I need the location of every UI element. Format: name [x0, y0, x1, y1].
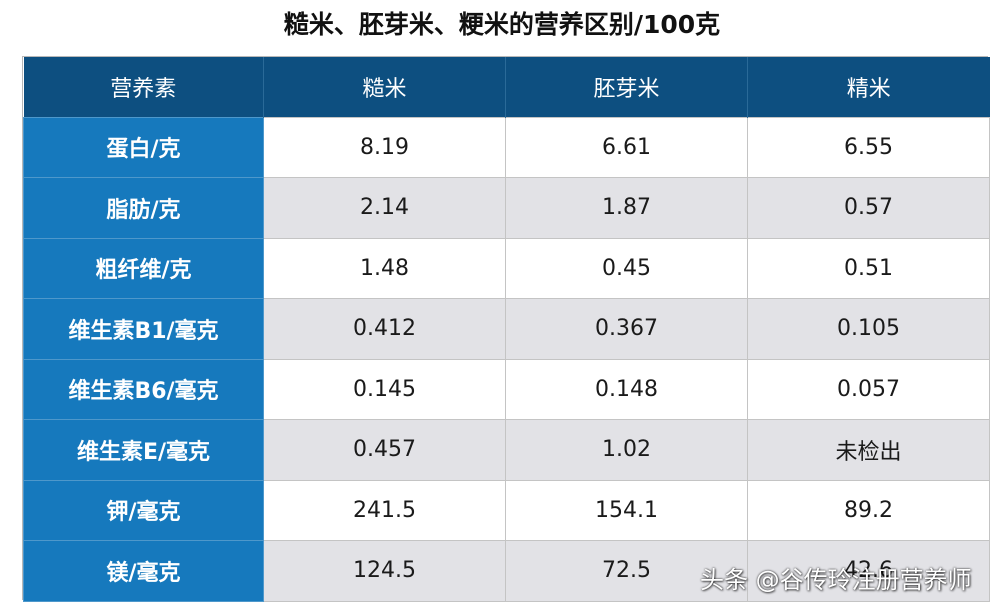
value-cell-germ-rice: 1.87 — [505, 177, 748, 239]
row-label-cell: 蛋白/克 — [23, 116, 264, 178]
value-cell-polished-rice: 6.55 — [747, 116, 990, 178]
value-cell-brown-rice: 1.48 — [263, 237, 506, 299]
value-cell-brown-rice: 0.457 — [263, 419, 506, 481]
value-cell-germ-rice: 0.45 — [505, 237, 748, 299]
value-cell-polished-rice: 0.057 — [747, 358, 990, 420]
table-row: 钾/毫克 241.5 154.1 89.2 — [23, 479, 990, 541]
value-cell-brown-rice: 0.145 — [263, 358, 506, 420]
value-cell-germ-rice: 0.148 — [505, 358, 748, 420]
value-cell-germ-rice: 154.1 — [505, 479, 748, 541]
value-cell-brown-rice: 2.14 — [263, 177, 506, 239]
value-cell-polished-rice: 0.105 — [747, 298, 990, 360]
table-row: 镁/毫克 124.5 72.5 42.6 — [23, 540, 990, 602]
table-row: 蛋白/克 8.19 6.61 6.55 — [23, 116, 990, 178]
nutrition-table-container: 营养素 糙米 胚芽米 精米 蛋白/克 8.19 6.61 6.55 脂肪/克 2.14 1.… — [22, 56, 990, 602]
value-cell-brown-rice: 0.412 — [263, 298, 506, 360]
value-cell-polished-rice: 未检出 — [747, 419, 990, 481]
row-label-cell: 粗纤维/克 — [23, 237, 264, 299]
row-label-cell: 维生素B1/毫克 — [23, 298, 264, 360]
nutrition-table: 营养素 糙米 胚芽米 精米 蛋白/克 8.19 6.61 6.55 脂肪/克 2.14 1.… — [23, 57, 990, 602]
table-row: 维生素B6/毫克 0.145 0.148 0.057 — [23, 358, 990, 420]
value-cell-germ-rice: 1.02 — [505, 419, 748, 481]
row-label-cell: 维生素B6/毫克 — [23, 358, 264, 420]
value-cell-germ-rice: 0.367 — [505, 298, 748, 360]
header-cell-polished-rice: 精米 — [747, 57, 990, 117]
table-row: 粗纤维/克 1.48 0.45 0.51 — [23, 237, 990, 299]
value-cell-brown-rice: 241.5 — [263, 479, 506, 541]
header-cell-nutrient: 营养素 — [23, 57, 264, 117]
row-label-cell: 镁/毫克 — [23, 540, 264, 602]
value-cell-germ-rice: 6.61 — [505, 116, 748, 178]
table-row: 维生素B1/毫克 0.412 0.367 0.105 — [23, 298, 990, 360]
value-cell-polished-rice: 42.6 — [747, 540, 990, 602]
chart-title: 糙米、胚芽米、粳米的营养区别/100克 — [283, 10, 721, 39]
value-cell-germ-rice: 72.5 — [505, 540, 748, 602]
table-body: 蛋白/克 8.19 6.61 6.55 脂肪/克 2.14 1.87 0.57 粗纤维/克 1.4… — [23, 116, 990, 602]
header-cell-germ-rice: 胚芽米 — [505, 57, 748, 117]
header-cell-brown-rice: 糙米 — [263, 57, 506, 117]
value-cell-polished-rice: 0.57 — [747, 177, 990, 239]
value-cell-polished-rice: 89.2 — [747, 479, 990, 541]
header-row: 营养素 糙米 胚芽米 精米 — [23, 57, 990, 117]
row-label-cell: 维生素E/毫克 — [23, 419, 264, 481]
value-cell-polished-rice: 0.51 — [747, 237, 990, 299]
table-row: 脂肪/克 2.14 1.87 0.57 — [23, 177, 990, 239]
value-cell-brown-rice: 124.5 — [263, 540, 506, 602]
table-row: 维生素E/毫克 0.457 1.02 未检出 — [23, 419, 990, 481]
row-label-cell: 钾/毫克 — [23, 479, 264, 541]
value-cell-brown-rice: 8.19 — [263, 116, 506, 178]
row-label-cell: 脂肪/克 — [23, 177, 264, 239]
